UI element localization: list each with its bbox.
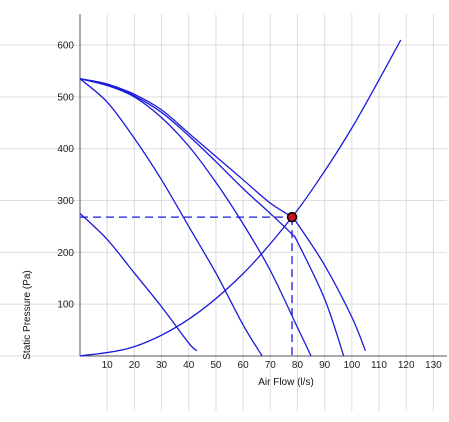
x-tick-label: 100: [344, 360, 361, 371]
x-tick-label: 120: [398, 360, 415, 371]
x-axis-title: Air Flow (l/s): [258, 377, 314, 388]
y-tick-label: 100: [57, 300, 74, 311]
operating-point-marker: [286, 211, 298, 223]
curve-5: [79, 213, 198, 352]
x-tick-label: 90: [319, 360, 331, 371]
y-tick-label: 200: [57, 248, 74, 259]
curve-2: [79, 78, 345, 357]
x-tick-label: 50: [210, 360, 222, 371]
operating-point-guides: [80, 216, 293, 356]
y-tick-label: 600: [57, 41, 74, 52]
x-tick-label: 60: [238, 360, 250, 371]
y-axis-title: Static Pressure (Pa): [22, 270, 33, 359]
curve-1: [79, 78, 367, 352]
fan-curves: [79, 39, 402, 357]
y-tick-label: 500: [57, 92, 74, 103]
x-tick-label: 10: [102, 360, 114, 371]
x-tick-label: 80: [292, 360, 304, 371]
curve-4: [79, 78, 263, 357]
x-tick-label: 40: [183, 360, 195, 371]
grid: [0, 14, 447, 411]
x-tick-label: 30: [156, 360, 168, 371]
curve-3: [79, 78, 312, 357]
x-tick-label: 130: [425, 360, 442, 371]
y-tick-label: 400: [57, 144, 74, 155]
curve-6: [79, 39, 402, 357]
x-tick-label: 110: [371, 360, 387, 371]
y-tick-label: 300: [57, 196, 74, 207]
x-tick-label: 20: [129, 360, 141, 371]
axes: [79, 14, 447, 357]
x-tick-label: 70: [265, 360, 277, 371]
operating-point: [286, 211, 298, 223]
tick-labels: 10 20 30 40 50 60 70 80 90 100 110 120 130 100 200 300 4…: [57, 41, 442, 371]
